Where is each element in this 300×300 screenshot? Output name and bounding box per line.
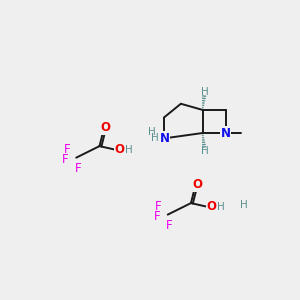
Text: H: H	[217, 202, 224, 212]
Text: N: N	[221, 127, 231, 140]
Text: H: H	[240, 200, 248, 210]
Text: H: H	[125, 145, 133, 155]
Text: F: F	[166, 219, 172, 232]
Text: O: O	[115, 143, 125, 157]
Text: O: O	[101, 121, 111, 134]
Text: F: F	[74, 162, 81, 175]
Text: F: F	[155, 200, 162, 213]
Text: H: H	[201, 146, 209, 156]
Text: N: N	[160, 132, 170, 145]
Text: H: H	[152, 134, 159, 143]
Text: F: F	[62, 154, 69, 166]
Text: F: F	[64, 143, 70, 157]
Text: F: F	[154, 211, 160, 224]
Text: H: H	[148, 127, 156, 137]
Text: H: H	[201, 87, 209, 97]
Text: O: O	[206, 200, 216, 213]
Text: O: O	[192, 178, 202, 191]
